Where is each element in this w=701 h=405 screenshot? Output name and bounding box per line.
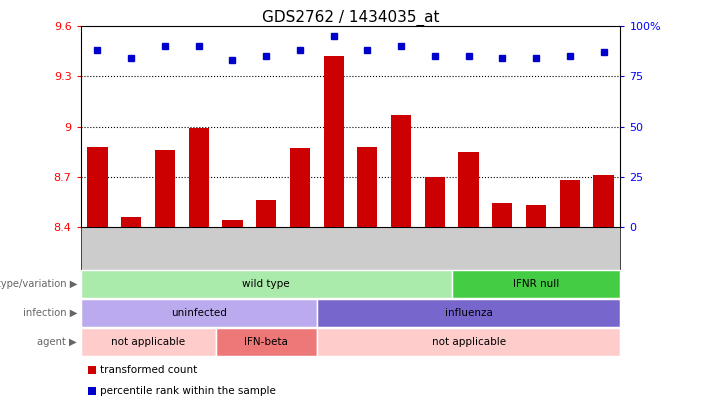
Bar bbox=[391, 115, 411, 227]
Bar bbox=[189, 128, 209, 227]
Text: IFNR null: IFNR null bbox=[513, 279, 559, 289]
Bar bbox=[593, 175, 613, 227]
Text: wild type: wild type bbox=[243, 279, 290, 289]
Bar bbox=[290, 148, 310, 227]
Bar bbox=[121, 217, 142, 227]
Bar bbox=[425, 177, 445, 227]
Bar bbox=[526, 205, 546, 227]
Text: GDS2762 / 1434035_at: GDS2762 / 1434035_at bbox=[261, 10, 440, 26]
Text: infection ▶: infection ▶ bbox=[22, 308, 77, 318]
Text: percentile rank within the sample: percentile rank within the sample bbox=[100, 386, 275, 396]
Text: not applicable: not applicable bbox=[432, 337, 505, 347]
Bar bbox=[458, 151, 479, 227]
Text: not applicable: not applicable bbox=[111, 337, 185, 347]
Text: IFN-beta: IFN-beta bbox=[244, 337, 288, 347]
Bar bbox=[358, 147, 378, 227]
Text: agent ▶: agent ▶ bbox=[37, 337, 77, 347]
Bar bbox=[155, 150, 175, 227]
Bar bbox=[559, 180, 580, 227]
Bar bbox=[222, 220, 243, 227]
Text: influenza: influenza bbox=[444, 308, 493, 318]
Bar bbox=[88, 147, 108, 227]
Bar bbox=[324, 56, 343, 227]
Bar bbox=[256, 200, 276, 227]
Text: uninfected: uninfected bbox=[171, 308, 226, 318]
Bar bbox=[492, 203, 512, 227]
Text: genotype/variation ▶: genotype/variation ▶ bbox=[0, 279, 77, 289]
Text: transformed count: transformed count bbox=[100, 365, 197, 375]
